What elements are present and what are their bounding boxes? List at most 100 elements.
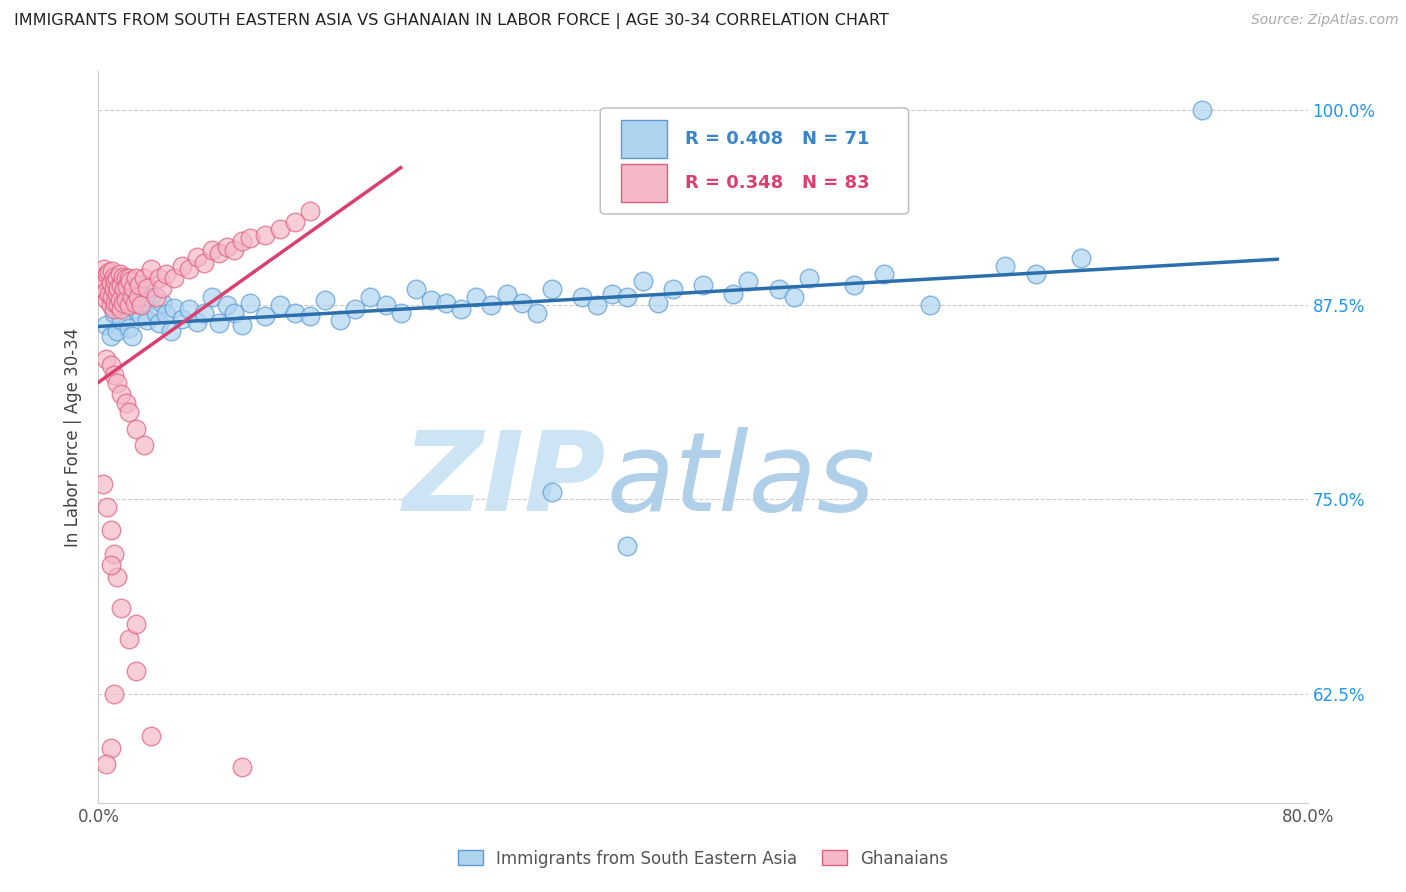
Point xyxy=(186,250,208,264)
Point xyxy=(768,282,790,296)
Point xyxy=(616,539,638,553)
Point xyxy=(586,298,609,312)
Point xyxy=(540,282,562,296)
Point xyxy=(100,558,122,572)
Point xyxy=(135,281,157,295)
Text: IMMIGRANTS FROM SOUTH EASTERN ASIA VS GHANAIAN IN LABOR FORCE | AGE 30-34 CORREL: IMMIGRANTS FROM SOUTH EASTERN ASIA VS GH… xyxy=(14,13,889,29)
Point xyxy=(723,286,745,301)
Point xyxy=(434,296,457,310)
Point xyxy=(114,293,136,307)
Point xyxy=(98,286,121,301)
Point xyxy=(389,305,412,319)
Point xyxy=(215,240,238,254)
Point xyxy=(215,298,238,312)
Point xyxy=(994,259,1017,273)
Point xyxy=(284,215,307,229)
Point xyxy=(141,262,163,277)
Point xyxy=(797,271,820,285)
Point xyxy=(104,275,127,289)
Point xyxy=(129,298,152,312)
Point xyxy=(124,296,146,310)
Point xyxy=(132,271,155,285)
Point xyxy=(163,301,186,315)
Point xyxy=(125,664,148,678)
Point xyxy=(125,302,148,317)
Point xyxy=(101,290,124,304)
Point xyxy=(231,234,253,248)
Point xyxy=(314,293,336,307)
Point xyxy=(495,286,517,301)
Point xyxy=(155,307,177,321)
Point xyxy=(105,324,128,338)
Point xyxy=(110,277,132,292)
Point xyxy=(96,267,118,281)
Point xyxy=(465,290,488,304)
Point xyxy=(145,305,167,319)
Point xyxy=(103,269,125,284)
Point xyxy=(127,290,149,304)
Point xyxy=(100,298,122,312)
Point xyxy=(103,282,125,296)
Point xyxy=(481,298,503,312)
Point xyxy=(107,298,129,312)
Point xyxy=(148,271,170,285)
Point xyxy=(110,386,132,401)
Point xyxy=(616,290,638,304)
FancyBboxPatch shape xyxy=(621,120,666,158)
Text: R = 0.348   N = 83: R = 0.348 N = 83 xyxy=(685,174,869,192)
Point xyxy=(193,256,215,270)
Point xyxy=(110,302,132,317)
Point xyxy=(103,368,125,382)
Point xyxy=(96,293,118,307)
Point xyxy=(132,438,155,452)
Point xyxy=(201,244,224,258)
Point xyxy=(107,281,129,295)
Point xyxy=(122,281,145,295)
Point xyxy=(91,281,114,295)
Point xyxy=(208,246,231,260)
Point xyxy=(118,298,141,312)
Point xyxy=(193,305,215,319)
Point xyxy=(163,271,186,285)
Point xyxy=(179,302,201,317)
Point xyxy=(103,302,125,317)
Point xyxy=(96,500,118,515)
Point xyxy=(105,286,128,301)
Point xyxy=(121,329,143,343)
Point xyxy=(510,296,533,310)
Point xyxy=(360,290,382,304)
Point xyxy=(155,267,177,281)
Point xyxy=(103,687,125,701)
Point xyxy=(120,275,142,289)
Point xyxy=(94,285,117,300)
Text: atlas: atlas xyxy=(606,427,875,534)
Point xyxy=(118,271,141,285)
Text: Source: ZipAtlas.com: Source: ZipAtlas.com xyxy=(1251,13,1399,28)
Point xyxy=(299,309,322,323)
Point xyxy=(170,311,193,326)
Point xyxy=(114,271,136,285)
Point xyxy=(94,275,117,289)
Point xyxy=(253,227,276,242)
Point xyxy=(239,231,262,245)
Point xyxy=(111,296,134,310)
Point xyxy=(105,570,128,584)
Point xyxy=(299,204,322,219)
Point xyxy=(103,305,125,319)
Point xyxy=(170,259,193,273)
Point xyxy=(108,293,131,307)
Y-axis label: In Labor Force | Age 30-34: In Labor Force | Age 30-34 xyxy=(65,327,83,547)
Point xyxy=(269,298,291,312)
Point xyxy=(100,276,122,290)
Point xyxy=(104,296,127,310)
Point xyxy=(148,317,170,331)
Point xyxy=(284,305,307,319)
Point xyxy=(108,267,131,281)
Point xyxy=(224,305,246,319)
Point xyxy=(111,269,134,284)
Point xyxy=(114,298,136,312)
Point xyxy=(150,296,173,310)
Point xyxy=(100,329,122,343)
Point xyxy=(1070,251,1092,265)
Point xyxy=(1191,103,1213,118)
